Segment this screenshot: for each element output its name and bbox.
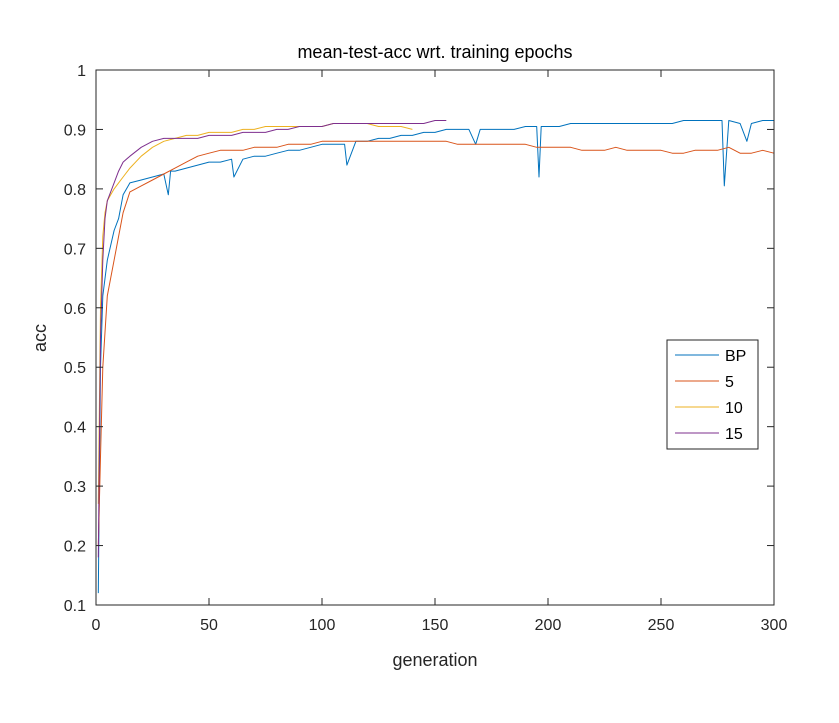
legend-box bbox=[666, 339, 759, 450]
series-line-15 bbox=[97, 120, 447, 558]
chart-title: mean-test-acc wrt. training epochs bbox=[297, 42, 572, 62]
series-line-BP bbox=[97, 120, 774, 594]
x-tick-label: 150 bbox=[422, 617, 449, 634]
x-tick-label: 300 bbox=[761, 617, 788, 634]
y-tick-label: 0.4 bbox=[64, 420, 86, 437]
x-tick-label: 0 bbox=[92, 617, 101, 634]
y-tick-label: 0.9 bbox=[64, 122, 86, 139]
legend-label-5: 5 bbox=[725, 374, 734, 391]
x-tick-label: 200 bbox=[535, 617, 562, 634]
x-tick-label: 50 bbox=[200, 617, 218, 634]
y-tick-label: 0.5 bbox=[64, 360, 86, 377]
y-axis-label: acc bbox=[30, 324, 50, 352]
y-tick-label: 0.6 bbox=[64, 301, 86, 318]
legend: BP 5 10 15 bbox=[666, 339, 759, 450]
legend-label-BP: BP bbox=[725, 348, 746, 365]
y-tick-label: 0.1 bbox=[64, 598, 86, 615]
y-tick-label: 0.8 bbox=[64, 182, 86, 199]
series-line-5 bbox=[97, 140, 775, 546]
series-group bbox=[97, 120, 775, 594]
y-axis: 0.1 0.2 0.3 0.4 0.5 0.6 0.7 0.8 0.9 1 bbox=[64, 63, 774, 615]
legend-label-10: 10 bbox=[725, 400, 743, 417]
legend-label-15: 15 bbox=[725, 426, 743, 443]
y-tick-label: 1 bbox=[77, 63, 86, 80]
x-tick-label: 250 bbox=[648, 617, 675, 634]
y-tick-label: 0.2 bbox=[64, 539, 86, 556]
x-tick-label: 100 bbox=[309, 617, 336, 634]
x-axis-label: generation bbox=[392, 650, 477, 670]
y-tick-label: 0.3 bbox=[64, 479, 86, 496]
y-tick-label: 0.7 bbox=[64, 241, 86, 258]
x-axis: 0 50 100 150 200 250 300 bbox=[92, 70, 788, 634]
